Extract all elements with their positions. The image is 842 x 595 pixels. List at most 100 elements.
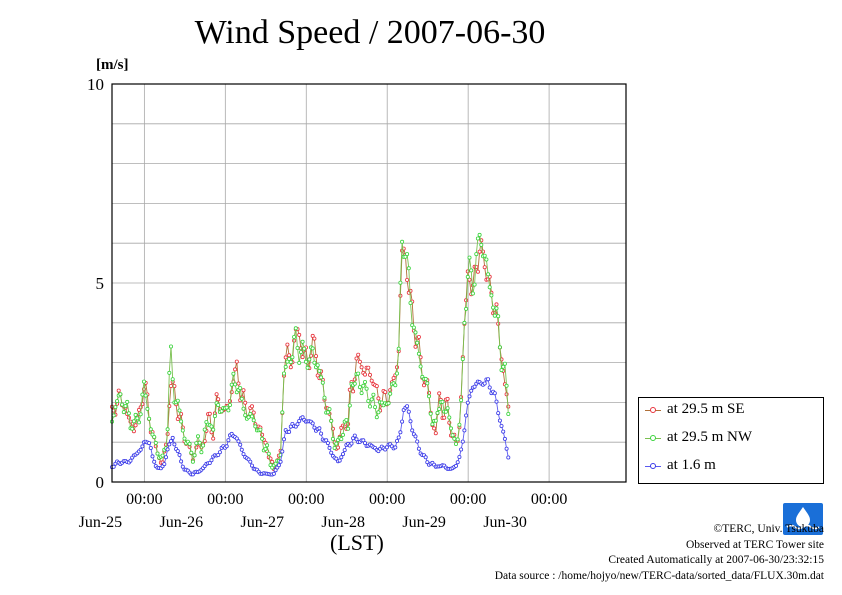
data-point: [432, 426, 437, 431]
x-tick-label-time: 00:00: [531, 491, 567, 508]
data-point: [499, 423, 504, 428]
data-point: [469, 388, 474, 393]
data-point: [369, 378, 374, 383]
data-point: [405, 404, 410, 409]
data-point: [270, 459, 275, 464]
data-point: [147, 416, 152, 421]
data-point: [236, 439, 241, 444]
data-point: [207, 460, 212, 465]
data-point: [243, 413, 248, 418]
data-point: [494, 306, 499, 311]
x-tick-label-date: Jun-27: [240, 514, 284, 531]
data-point: [160, 453, 165, 458]
data-point: [340, 452, 345, 457]
source-text: Data source : /home/hojyo/new/TERC-data/…: [494, 569, 824, 582]
data-point: [366, 398, 371, 403]
data-point: [163, 455, 168, 460]
data-point: [327, 407, 332, 412]
data-point: [430, 422, 435, 427]
data-point: [238, 442, 243, 447]
data-point: [361, 383, 366, 388]
data-point: [168, 383, 173, 388]
data-point: [180, 428, 185, 433]
data-point: [352, 433, 357, 438]
data-point: [120, 402, 125, 407]
data-point: [330, 436, 335, 441]
data-point: [442, 415, 447, 420]
legend-label-nw: at 29.5 m NW: [667, 429, 752, 445]
data-point: [199, 450, 204, 455]
data-point: [170, 435, 175, 440]
data-point: [231, 371, 236, 376]
data-point: [168, 344, 173, 349]
data-point: [147, 441, 152, 446]
data-point: [187, 441, 192, 446]
data-point: [396, 435, 401, 440]
data-point: [410, 428, 415, 433]
data-point: [362, 372, 367, 377]
y-tick-label: 5: [96, 274, 105, 293]
data-point: [492, 313, 497, 318]
data-point: [433, 431, 438, 436]
data-point: [475, 269, 480, 274]
data-point: [219, 409, 224, 414]
data-point: [376, 396, 381, 401]
data-point: [216, 397, 221, 402]
data-point: [212, 414, 217, 419]
data-point: [415, 439, 420, 444]
data-point: [349, 441, 354, 446]
plot-frame: [111, 83, 627, 483]
data-point: [339, 437, 344, 442]
data-point: [396, 346, 401, 351]
data-point: [361, 438, 366, 443]
x-axis-label: (LST): [330, 530, 384, 555]
created-text: Created Automatically at 2007-06-30/23:3…: [608, 554, 824, 566]
data-point: [224, 444, 229, 449]
data-point: [260, 436, 265, 441]
data-point: [150, 454, 155, 459]
data-point: [398, 430, 403, 435]
data-point: [340, 432, 345, 437]
data-point: [457, 422, 462, 427]
data-point: [433, 418, 438, 423]
series-line: [111, 378, 509, 475]
x-tick-label-time: 00:00: [126, 491, 162, 508]
data-point: [125, 399, 130, 404]
data-point: [364, 386, 369, 391]
data-point: [332, 445, 337, 450]
x-tick-label-date: Jun-26: [160, 514, 204, 531]
axis-ticks: 00:00Jun-2500:00Jun-2600:00Jun-2700:00Ju…: [79, 75, 568, 531]
data-point: [189, 450, 194, 455]
data-point: [201, 443, 206, 448]
data-point: [297, 418, 302, 423]
data-point: [251, 410, 256, 415]
data-point: [179, 459, 184, 464]
data-point: [501, 429, 506, 434]
data-point: [130, 426, 135, 431]
data-point: [312, 360, 317, 365]
data-point: [233, 367, 238, 372]
data-point: [347, 403, 352, 408]
data-point: [135, 416, 140, 421]
data-point: [475, 236, 480, 241]
data-point: [440, 399, 445, 404]
data-point: [292, 334, 297, 339]
data-point: [482, 253, 487, 258]
data-point: [288, 360, 293, 365]
data-point: [251, 418, 256, 423]
data-point: [411, 325, 416, 330]
data-point: [287, 429, 292, 434]
data-point: [448, 426, 453, 431]
data-point: [258, 427, 263, 432]
data-point: [310, 421, 315, 426]
data-point: [327, 445, 332, 450]
data-point: [354, 356, 359, 361]
data-point: [487, 385, 492, 390]
x-tick-label-date: Jun-25: [79, 514, 123, 531]
data-point: [487, 285, 492, 290]
data-point: [469, 268, 474, 273]
data-point: [126, 411, 131, 416]
data-point: [362, 379, 367, 384]
data-point: [310, 346, 315, 351]
data-point: [335, 445, 340, 450]
